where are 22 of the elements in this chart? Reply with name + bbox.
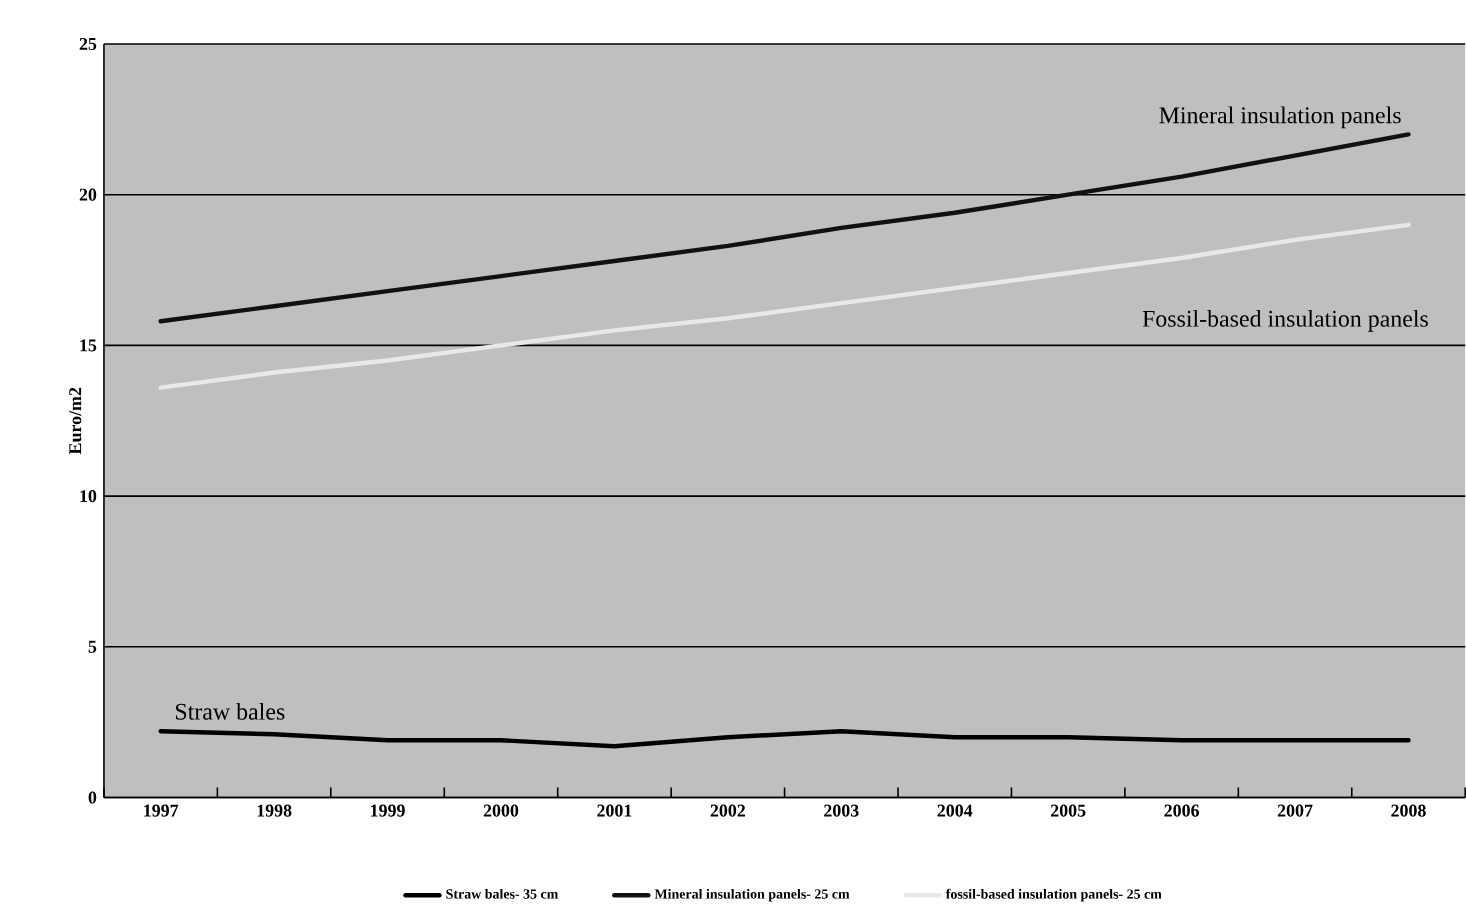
x-tick-label: 2002 (710, 804, 745, 817)
x-tick-label: 2003 (824, 804, 859, 817)
x-tick-label: 2001 (597, 804, 632, 817)
annotation: Fossil-based insulation panels (1142, 310, 1428, 332)
y-tick-label: 15 (80, 339, 97, 352)
x-tick-label: 1997 (144, 804, 179, 817)
y-tick-label: 0 (88, 791, 97, 804)
x-tick-label: 2000 (483, 804, 519, 817)
y-tick-label: 25 (79, 38, 97, 51)
y-tick-label: 20 (79, 188, 97, 201)
annotation: Straw bales (176, 703, 285, 721)
x-tick-label: 2007 (1277, 804, 1313, 817)
x-tick-label: 1998 (257, 804, 292, 817)
x-tick-label: 1999 (371, 804, 405, 817)
x-tick-label: 2006 (1164, 804, 1200, 817)
x-tick-label: 2004 (937, 804, 973, 817)
annotation: Mineral insulation panels (1159, 106, 1401, 129)
y-tick-label: 5 (88, 641, 97, 654)
y-axis-title: Euro/m2 (69, 388, 82, 455)
x-tick-label: 2008 (1391, 804, 1426, 817)
y-tick-label: 10 (80, 490, 97, 503)
x-tick-label: 2005 (1051, 804, 1086, 817)
